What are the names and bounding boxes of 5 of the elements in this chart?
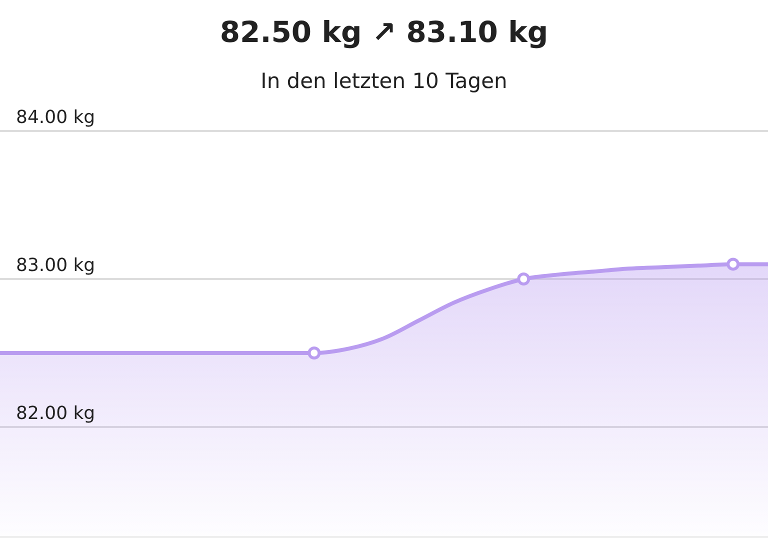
y-tick-label: 83.00 kg xyxy=(16,255,96,276)
y-tick-label: 82.00 kg xyxy=(16,403,96,424)
y-tick-label: 84.00 kg xyxy=(16,107,96,128)
chart-title: 82.50 kg ↗ 83.10 kg xyxy=(220,15,548,49)
chart-subtitle: In den letzten 10 Tagen xyxy=(260,69,508,93)
